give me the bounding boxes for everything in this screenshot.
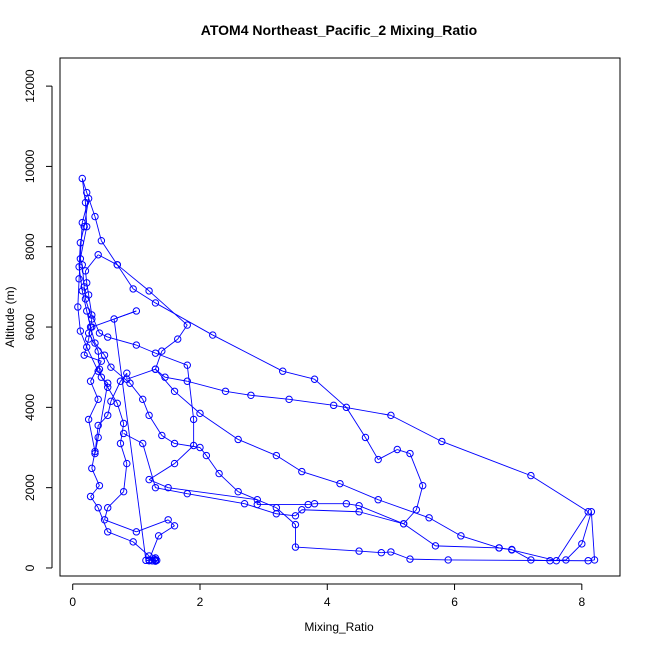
x-tick-label: 8 xyxy=(578,595,585,609)
chart-title: ATOM4 Northeast_Pacific_2 Mixing_Ratio xyxy=(201,22,477,38)
x-tick-label: 2 xyxy=(197,595,204,609)
x-tick-label: 4 xyxy=(324,595,331,609)
y-tick-label: 2000 xyxy=(23,474,37,501)
x-axis-label: Mixing_Ratio xyxy=(304,620,374,634)
y-tick-label: 8000 xyxy=(23,233,37,260)
x-tick-label: 6 xyxy=(451,595,458,609)
x-tick-label: 0 xyxy=(69,595,76,609)
y-tick-label: 4000 xyxy=(23,394,37,421)
y-tick-label: 10000 xyxy=(23,149,37,183)
y-tick-label: 0 xyxy=(23,564,37,571)
y-axis-label: Altitude (m) xyxy=(3,286,17,347)
y-tick-label: 12000 xyxy=(23,69,37,103)
y-tick-label: 6000 xyxy=(23,313,37,340)
